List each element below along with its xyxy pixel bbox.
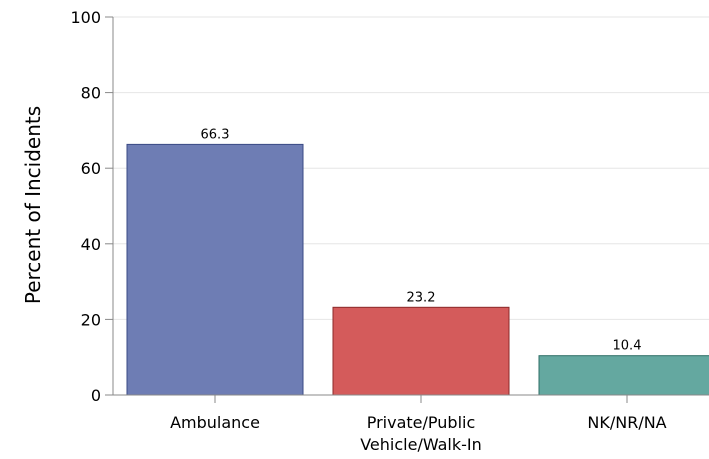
y-tick-label: 20 <box>81 310 101 329</box>
data-label: 23.2 <box>407 290 436 305</box>
y-tick-label: 80 <box>81 84 101 103</box>
y-ticks: 0 20 40 60 80 100 <box>70 8 113 405</box>
bar <box>332 306 510 396</box>
data-label: 10.4 <box>613 339 642 354</box>
y-axis-title: Percent of Incidents <box>21 106 45 304</box>
x-labels: Ambulance Private/Public Vehicle/Walk-In NK… <box>170 395 667 454</box>
x-tick-label: Private/Public Vehicle/Walk-In <box>360 413 482 454</box>
data-labels: 66.3 23.2 10.4 <box>201 127 642 353</box>
bar <box>126 143 304 396</box>
y-tick-label: 0 <box>91 386 101 405</box>
x-tick-label: Ambulance <box>170 413 260 432</box>
bars <box>126 143 709 396</box>
bar <box>538 355 709 396</box>
y-tick-label: 60 <box>81 159 101 178</box>
y-tick-label: 100 <box>70 8 101 27</box>
x-tick-label: NK/NR/NA <box>587 413 666 432</box>
data-label: 66.3 <box>201 127 230 142</box>
y-tick-label: 40 <box>81 235 101 254</box>
